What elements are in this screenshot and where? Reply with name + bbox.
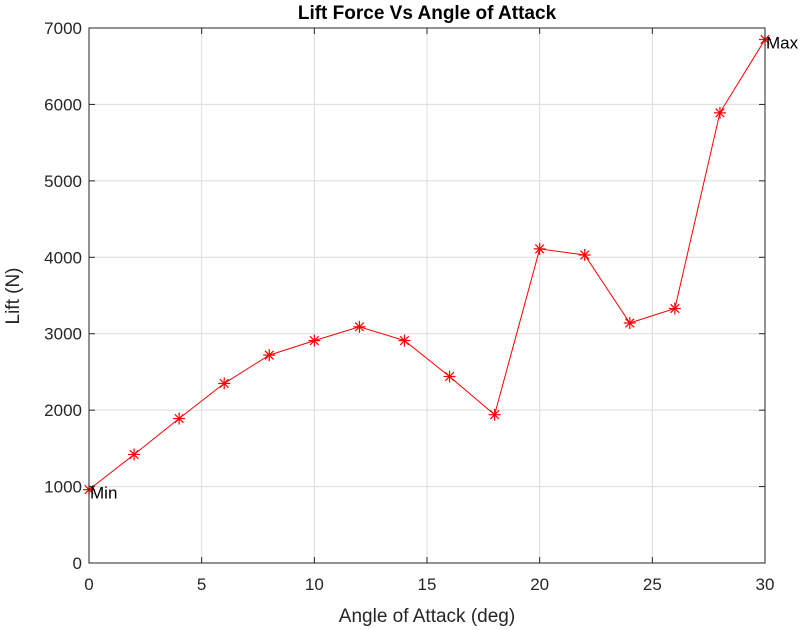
annotation-label: Min <box>90 484 117 503</box>
y-tick-label: 5000 <box>44 172 82 191</box>
series-line <box>88 39 766 490</box>
y-tick-label: 3000 <box>44 325 82 344</box>
data-point <box>488 408 501 421</box>
x-tick-label: 30 <box>756 575 775 594</box>
data-point <box>308 334 321 347</box>
x-axis-label: Angle of Attack (deg) <box>339 606 515 627</box>
data-point <box>173 412 186 425</box>
x-tick-label: 25 <box>643 575 662 594</box>
data-point <box>578 248 591 261</box>
data-point <box>353 320 366 333</box>
data-point <box>668 302 681 315</box>
data-point <box>398 334 411 347</box>
y-axis-label: Lift (N) <box>3 268 24 325</box>
y-tick-label: 7000 <box>44 19 82 38</box>
y-tick-label: 0 <box>73 554 82 573</box>
x-tick-label: 10 <box>305 575 324 594</box>
data-point <box>128 448 141 461</box>
y-tick-label: 6000 <box>44 95 82 114</box>
x-tick-label: 15 <box>418 575 437 594</box>
data-point <box>263 349 276 362</box>
x-tick-label: 5 <box>197 575 206 594</box>
x-tick-label: 0 <box>84 575 93 594</box>
x-tick-label: 20 <box>530 575 549 594</box>
data-point <box>218 377 231 390</box>
annotations: Min Max <box>90 33 799 502</box>
y-tick-label: 2000 <box>44 401 82 420</box>
annotation-label: Max <box>766 33 799 52</box>
series-layer <box>83 33 771 496</box>
grid <box>88 27 766 564</box>
ticks: 0 5 10 15 20 25 30 0 1000 2000 3000 4000 5000 6000 700… <box>44 19 774 594</box>
data-point <box>713 106 726 119</box>
y-tick-label: 1000 <box>44 478 82 497</box>
chart-title: Lift Force Vs Angle of Attack <box>298 3 557 24</box>
data-point <box>623 317 636 330</box>
data-point <box>443 370 456 383</box>
data-point <box>533 242 546 255</box>
y-tick-label: 4000 <box>44 248 82 267</box>
